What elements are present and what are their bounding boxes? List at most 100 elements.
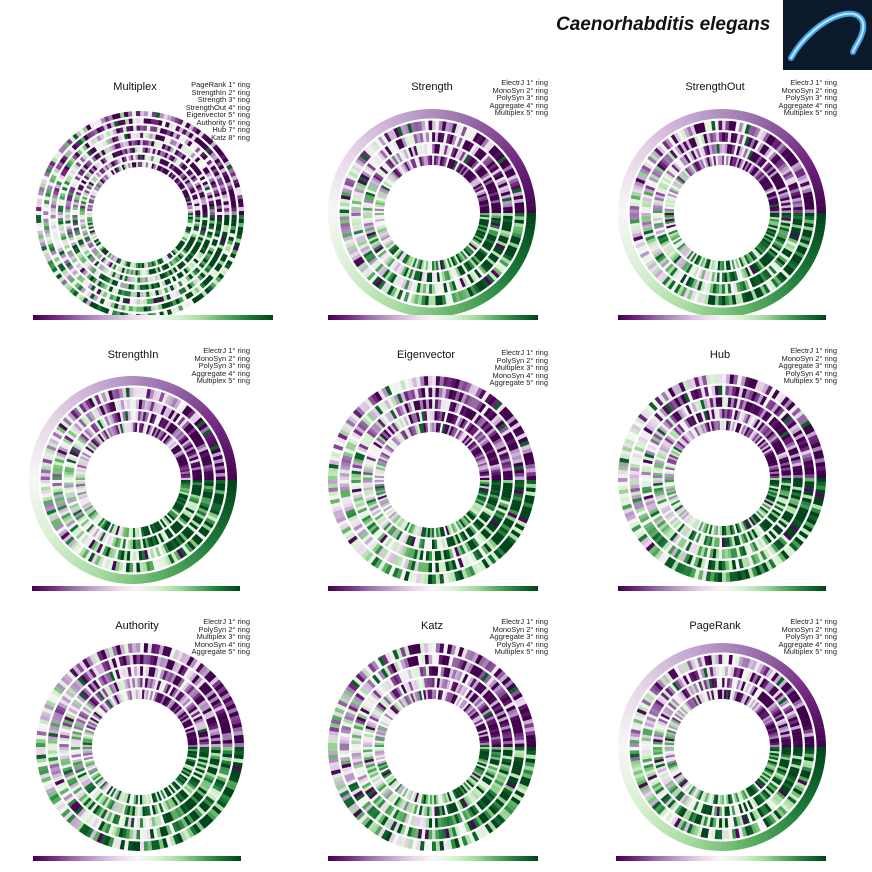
- ring-segment: [391, 422, 399, 432]
- ring-segment: [61, 168, 69, 174]
- ring-segment: [618, 473, 628, 478]
- ring-segment: [464, 513, 473, 523]
- ring-segment: [86, 273, 93, 280]
- ring-segment: [90, 167, 96, 173]
- ring-segment: [151, 523, 158, 534]
- ring-segment: [389, 512, 399, 521]
- ring-segment: [340, 222, 351, 228]
- ring-segment: [104, 558, 111, 569]
- ring-segment: [140, 411, 144, 422]
- ring-segment: [725, 572, 731, 582]
- ring-segment: [85, 187, 91, 192]
- ring-segment: [441, 259, 446, 270]
- ring-segment: [448, 293, 454, 304]
- ring-segment: [227, 475, 238, 481]
- ring-segment: [102, 157, 108, 163]
- ring-segment: [82, 520, 91, 529]
- ring-segment: [399, 112, 407, 124]
- ring-segment: [368, 235, 378, 242]
- ring-segment: [176, 455, 187, 462]
- ring-segment: [188, 498, 199, 505]
- ring-segment: [728, 295, 733, 306]
- ring-segment: [804, 427, 815, 436]
- ring-segment: [154, 267, 159, 274]
- ring-segment: [40, 486, 51, 491]
- ring-segment: [130, 155, 134, 161]
- ring-segment: [232, 245, 239, 252]
- ring-segment: [74, 141, 81, 148]
- ring-segment: [199, 194, 206, 199]
- ring-segment: [174, 282, 181, 289]
- ring-segment: [184, 245, 191, 251]
- ring-segment: [508, 241, 519, 249]
- ring-segment: [450, 159, 457, 170]
- ring-segment: [89, 565, 97, 577]
- ring-segment: [400, 278, 408, 289]
- ring-segment: [342, 232, 353, 239]
- ring-segment: [762, 132, 771, 143]
- ring-segment: [688, 542, 695, 553]
- ring-segment: [802, 191, 813, 197]
- ring-segment: [93, 154, 100, 161]
- ring-segment: [748, 251, 756, 261]
- ring-segment: [79, 217, 85, 220]
- ring-segment: [38, 432, 49, 441]
- ring-segment: [631, 229, 642, 235]
- ring-legend: ElectrJ 1° ring MonoSyn 2° ring PolySyn 3°…: [490, 79, 548, 117]
- ring-segment: [522, 235, 534, 242]
- ring-segment: [642, 407, 653, 417]
- ring-segment: [491, 207, 502, 211]
- ring-segment: [356, 504, 367, 511]
- ring-segment: [525, 491, 536, 497]
- ring-segment: [496, 179, 507, 186]
- ring-segment: [641, 164, 652, 173]
- ring-segment: [487, 233, 497, 240]
- ring-segment: [403, 303, 410, 315]
- ring-segment: [238, 222, 244, 228]
- ring-segment: [510, 235, 521, 242]
- ring-segment: [334, 512, 345, 520]
- ring-segment: [733, 109, 739, 120]
- ring-segment: [101, 533, 109, 543]
- ring-segment: [186, 200, 192, 204]
- ring-segment: [790, 191, 801, 197]
- ring-segment: [471, 505, 481, 513]
- ring-segment: [135, 399, 140, 409]
- ring-segment: [448, 122, 454, 133]
- ring-segment: [475, 401, 484, 412]
- ring-segment: [348, 437, 359, 446]
- ring-segment: [514, 469, 525, 474]
- ring-segment: [502, 164, 513, 173]
- ring-segment: [374, 475, 385, 479]
- ring-segment: [66, 138, 73, 146]
- ring-segment: [58, 446, 69, 453]
- ring-segment: [63, 479, 74, 483]
- ring-segment: [690, 150, 698, 160]
- ring-segment: [187, 242, 193, 247]
- ring-segment: [209, 217, 215, 222]
- ring-segment: [69, 524, 79, 533]
- ring-segment: [133, 387, 137, 398]
- ring-segment: [56, 406, 67, 416]
- ring-segment: [55, 272, 63, 280]
- ring-segment: [791, 462, 802, 467]
- ring-segment: [50, 249, 57, 256]
- ring-segment: [75, 161, 82, 168]
- ring-segment: [420, 527, 425, 537]
- ring-segment: [703, 294, 710, 305]
- ring-segment: [417, 121, 423, 132]
- ring-segment: [432, 132, 436, 142]
- ring-segment: [163, 113, 169, 120]
- ring-segment: [89, 157, 95, 164]
- ring-segment: [391, 513, 400, 523]
- ring-segment: [351, 209, 361, 213]
- ring-segment: [79, 212, 85, 215]
- ring-segment: [62, 417, 73, 427]
- ring-segment: [364, 493, 375, 499]
- ring-segment: [67, 412, 77, 422]
- ring-segment: [215, 476, 226, 481]
- ring-segment: [390, 129, 398, 140]
- ring-segment: [641, 209, 651, 213]
- ring-segment: [422, 527, 427, 538]
- ring-segment: [630, 490, 641, 497]
